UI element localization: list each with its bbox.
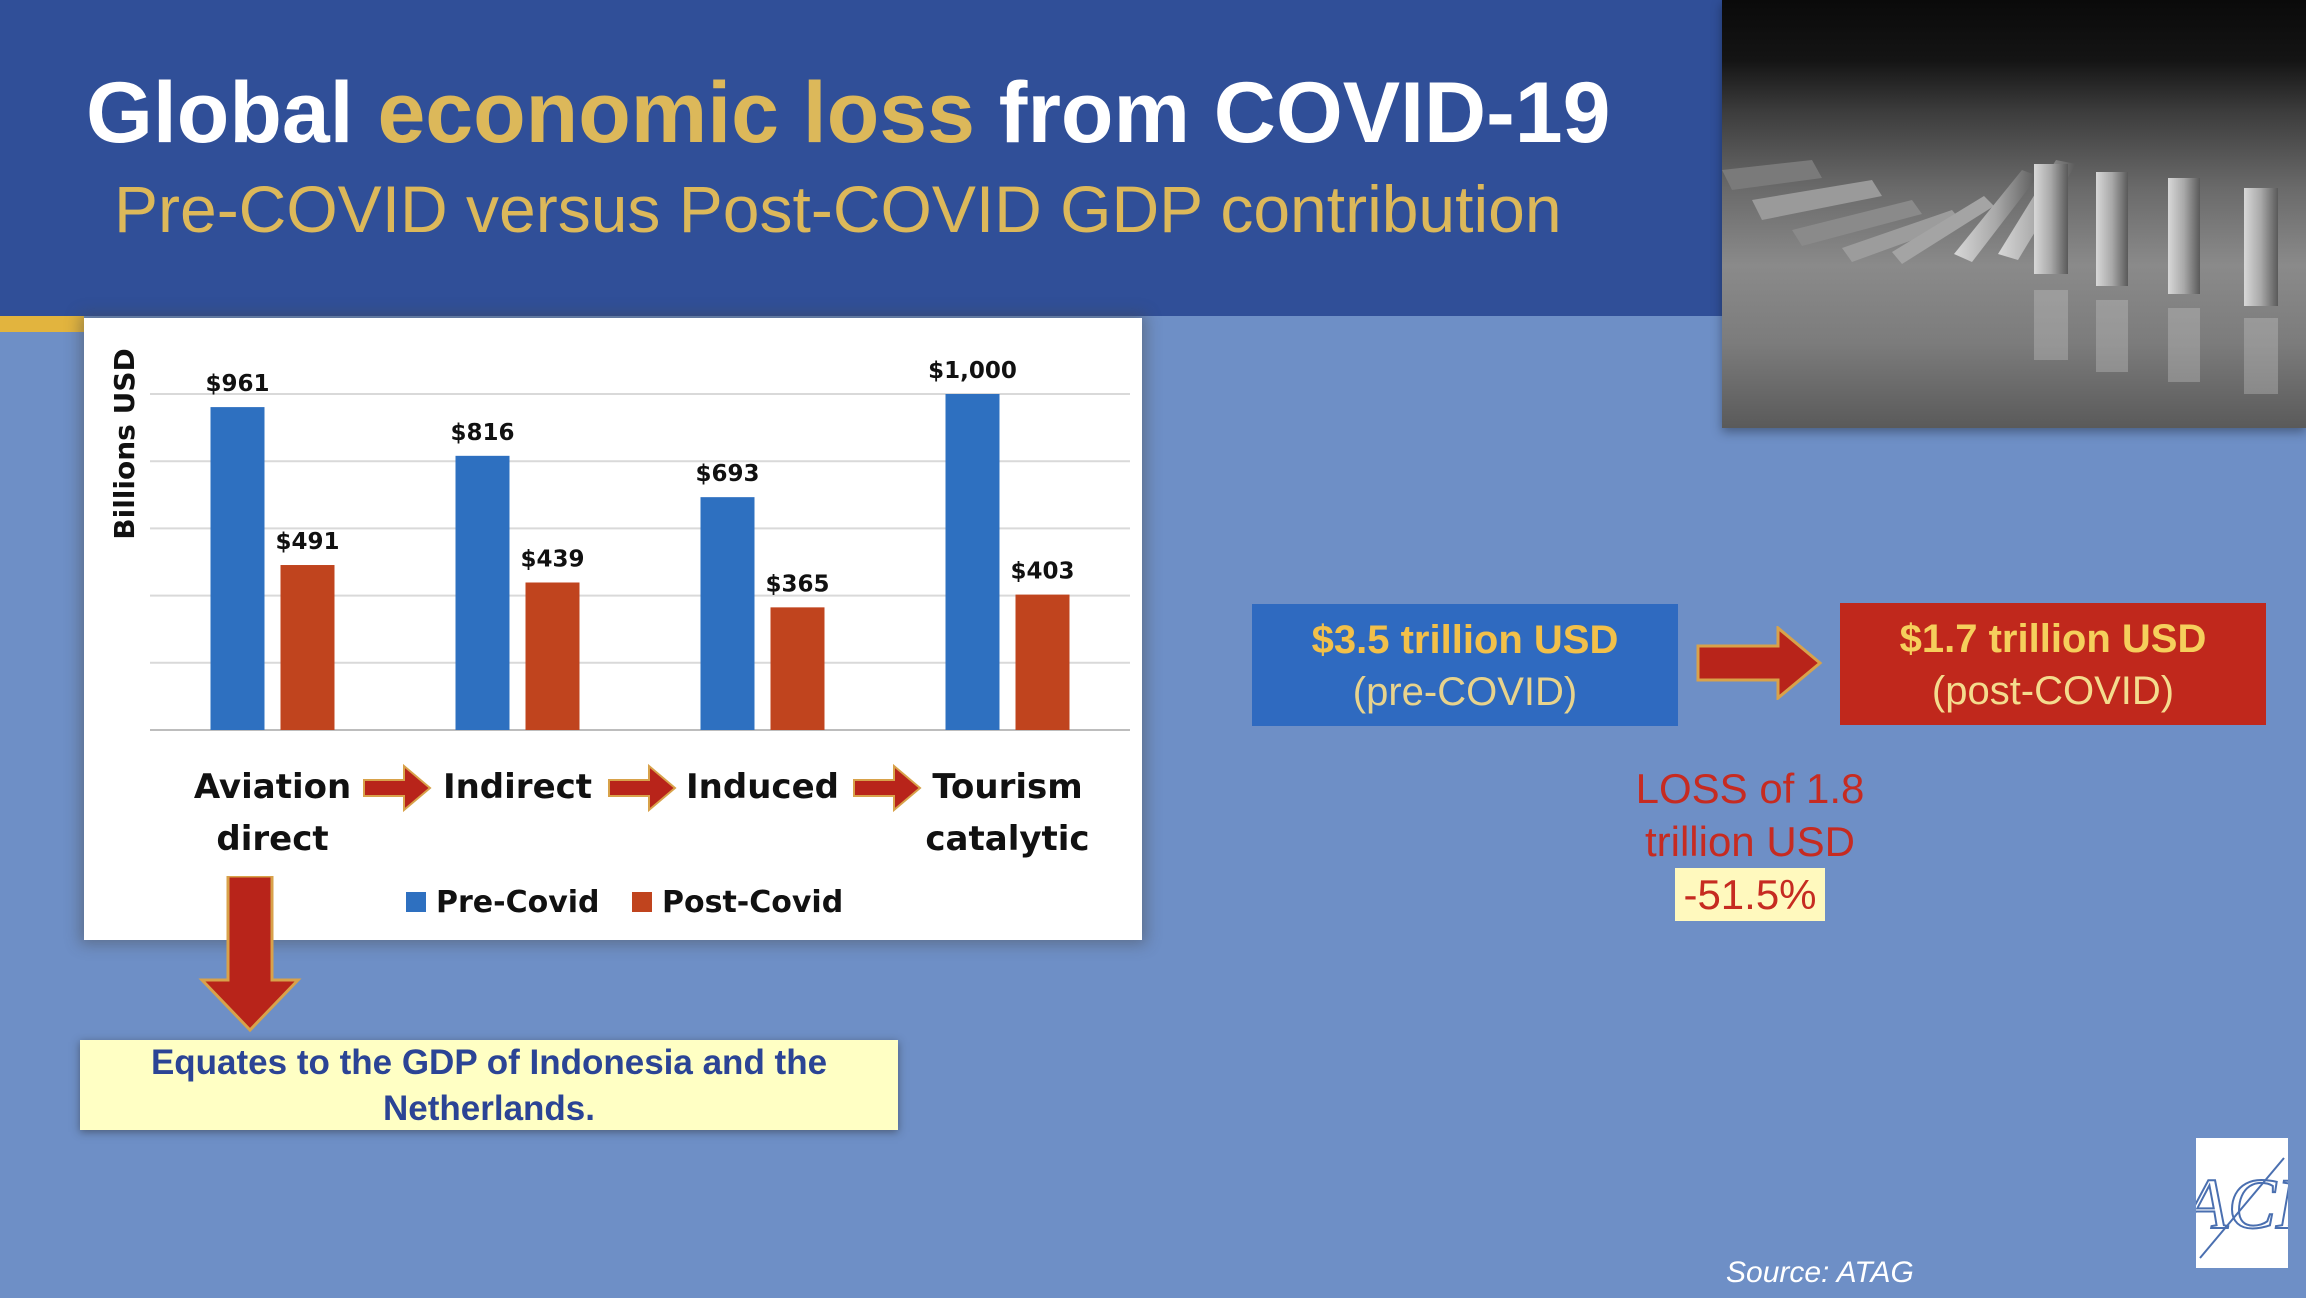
equates-callout: Equates to the GDP of Indonesia and the … [80,1040,898,1130]
loss-line-1: LOSS of 1.8 [1635,765,1865,812]
legend-label: Post-Covid [662,885,843,920]
bar-chart: Billions USD $961 $491 Aviation direct $816 $4… [108,348,1130,920]
bar-post-covid [770,607,825,730]
category-label: catalytic [925,819,1089,859]
bar-pre-covid [700,497,755,730]
category-arrow-icon [608,763,677,813]
pre-covid-label: (pre-COVID) [1352,670,1578,714]
category-label: direct [216,819,328,859]
data-label: $693 [695,461,759,487]
post-covid-label: (post-COVID) [1931,669,2175,713]
bar-post-covid [280,565,335,730]
dominoes-photo [1722,0,2306,428]
data-label: $403 [1010,559,1074,585]
bar-pre-covid [210,407,265,730]
category-label: Tourism [932,767,1082,807]
down-arrow-icon [198,876,302,1032]
slide-title: Global economic loss from COVID-19 [86,70,1706,156]
title-part-2: from COVID-19 [974,65,1611,161]
source-note: Source: ATAG [1726,1256,1914,1289]
y-axis-label: Billions USD [108,348,141,539]
right-arrow-icon [1696,626,1823,700]
header-banner: Global economic loss from COVID-19 Pre-C… [0,0,1722,316]
loss-percentage: -51.5% [1675,868,1825,921]
aci-logo: ACI [2196,1138,2288,1268]
category-arrow-icon [363,763,432,813]
title-accent: economic loss [377,65,975,161]
chart-panel: Billions USD $961 $491 Aviation direct $816 $4… [84,318,1142,940]
legend-label: Pre-Covid [436,885,600,920]
legend-swatch [632,892,652,912]
category-label: Aviation [194,767,351,807]
accent-bar [0,316,84,332]
post-covid-total-box: $1.7 trillion USD (post-COVID) [1840,603,2266,725]
loss-line-2: trillion USD [1644,818,1856,865]
pre-covid-total: $3.5 trillion USD [1311,618,1619,662]
data-label: $1,000 [928,358,1017,384]
post-covid-total: $1.7 trillion USD [1899,617,2207,661]
category-label: Induced [686,767,839,807]
pre-covid-total-box: $3.5 trillion USD (pre-COVID) [1252,604,1678,726]
bar-pre-covid [455,455,510,730]
slide-subtitle: Pre-COVID versus Post-COVID GDP contribu… [114,172,1562,246]
bar-post-covid [1015,594,1070,730]
bar-pre-covid [945,394,1000,730]
title-part-1: Global [86,65,378,161]
data-label: $961 [205,371,269,397]
data-label: $365 [765,571,829,597]
category-label: Indirect [443,767,592,807]
svg-text:ACI: ACI [2196,1164,2288,1244]
bar-post-covid [525,582,580,730]
loss-summary: LOSS of 1.8 trillion USD -51.5% [1580,762,1920,921]
data-label: $491 [275,529,339,555]
data-label: $816 [450,420,514,446]
data-label: $439 [520,546,584,572]
legend-swatch [406,892,426,912]
category-arrow-icon [853,763,922,813]
